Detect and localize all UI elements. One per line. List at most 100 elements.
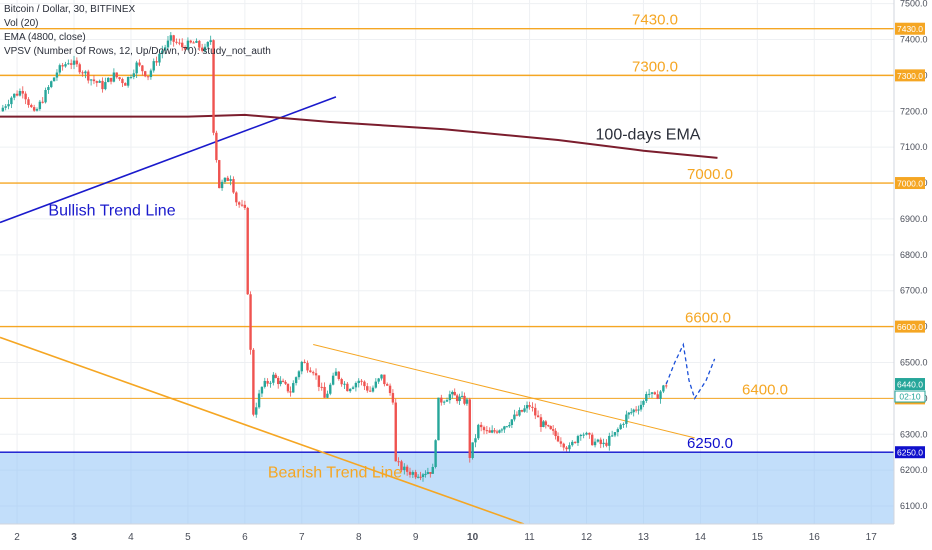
candle-body	[360, 380, 363, 382]
annotations: 7430.0 7300.0 7000.0 6600.0 6400.0 6250.0 100-…	[48, 12, 788, 482]
candle-body	[337, 371, 341, 380]
x-tick-label: 16	[809, 532, 821, 543]
candle-body	[112, 72, 116, 82]
candle-body	[169, 35, 173, 41]
level-label-6400: 6400.0	[742, 381, 788, 398]
candle-body	[513, 414, 516, 420]
candle-body	[474, 438, 477, 443]
candle-body	[434, 440, 437, 467]
candle-body	[340, 379, 343, 385]
candle-body	[104, 82, 107, 90]
candle-body	[371, 387, 375, 392]
candle-body	[172, 35, 175, 42]
x-tick-label: 12	[581, 532, 593, 543]
candle-body	[610, 435, 614, 437]
candle-body	[64, 64, 67, 67]
x-tick-label: 15	[752, 532, 764, 543]
horizontal-levels	[0, 28, 894, 453]
candle-body	[523, 408, 526, 412]
candle-body	[498, 430, 501, 433]
candle-body	[403, 466, 406, 471]
trend-line-1	[0, 336, 525, 524]
indicator-vol[interactable]: Vol (20)	[4, 18, 39, 29]
candle-body	[286, 383, 290, 392]
candle-body	[662, 385, 665, 392]
price-tag-bg	[895, 320, 925, 333]
candle-body	[7, 104, 10, 107]
candle-body	[274, 374, 277, 378]
candle-body	[220, 181, 224, 189]
price-tag-bg	[895, 177, 925, 190]
y-tick-label: 6300.0	[900, 429, 928, 439]
projection-path	[665, 342, 716, 400]
candle-body	[246, 207, 249, 295]
ema-line	[0, 113, 718, 159]
candle-body	[458, 396, 461, 402]
candle-body	[81, 72, 84, 74]
candle-body	[343, 383, 346, 385]
candle-body	[158, 53, 161, 63]
candle-body	[215, 132, 218, 161]
price-tag-7430: 7430.0	[897, 24, 923, 34]
candle-body	[281, 380, 285, 382]
candle-body	[556, 436, 560, 442]
candle-body	[525, 405, 529, 409]
candle-body	[585, 432, 588, 435]
candle-body	[78, 64, 81, 73]
candle-body	[314, 373, 318, 376]
y-tick-label: 6700.0	[900, 286, 928, 296]
candle-body	[166, 40, 170, 48]
candle-body	[72, 60, 76, 65]
candle-body	[129, 76, 133, 78]
candle-body	[284, 381, 287, 384]
y-tick-label: 6800.0	[900, 250, 928, 260]
candle-body	[206, 42, 210, 47]
candle-body	[582, 434, 585, 436]
projection	[665, 342, 716, 400]
level-label-7000: 7000.0	[687, 166, 733, 183]
candle-body	[27, 99, 30, 105]
x-tick-label: 3	[71, 532, 77, 543]
indicator-vpsv[interactable]: VPSV (Number Of Rows, 12, Up/Down, 70): …	[4, 46, 271, 57]
candle-body	[200, 47, 204, 51]
candle-body	[363, 381, 366, 387]
candle-body	[405, 466, 409, 472]
candle-body	[579, 434, 583, 437]
candle-body	[294, 377, 298, 384]
candle-body	[485, 430, 489, 432]
candle-body	[500, 429, 504, 431]
candle-body	[223, 177, 227, 182]
candle-body	[394, 402, 397, 462]
candle-body	[431, 466, 434, 474]
candle-body	[568, 445, 571, 450]
candle-body	[109, 77, 113, 82]
candle-body	[642, 400, 645, 405]
candle-body	[503, 426, 506, 430]
candle-body	[551, 429, 555, 431]
candle-body	[437, 397, 440, 441]
candle-body	[32, 107, 36, 111]
candle-body	[320, 386, 323, 388]
y-tick-label: 7500.0	[900, 0, 928, 9]
candle-body	[1, 107, 5, 112]
candle-body	[588, 432, 591, 435]
candle-body	[252, 349, 255, 415]
candle-body	[163, 47, 167, 51]
candle-body	[602, 442, 605, 445]
candle-body	[257, 393, 261, 408]
candle-body	[161, 50, 164, 54]
candle-body	[518, 410, 521, 416]
candle-body	[632, 409, 635, 413]
chart-legend: Bitcoin / Dollar, 30, BITFINEX Vol (20) …	[4, 3, 271, 59]
candle-body	[13, 93, 16, 98]
candle-body	[331, 375, 335, 385]
candle-body	[625, 414, 628, 424]
candle-body	[368, 390, 372, 392]
candle-body	[451, 391, 454, 395]
indicator-ema[interactable]: EMA (4800, close)	[4, 32, 86, 43]
candle-body	[419, 476, 422, 478]
candle-body	[391, 393, 395, 403]
candle-body	[292, 383, 295, 393]
ema-100-days-line	[0, 113, 718, 159]
